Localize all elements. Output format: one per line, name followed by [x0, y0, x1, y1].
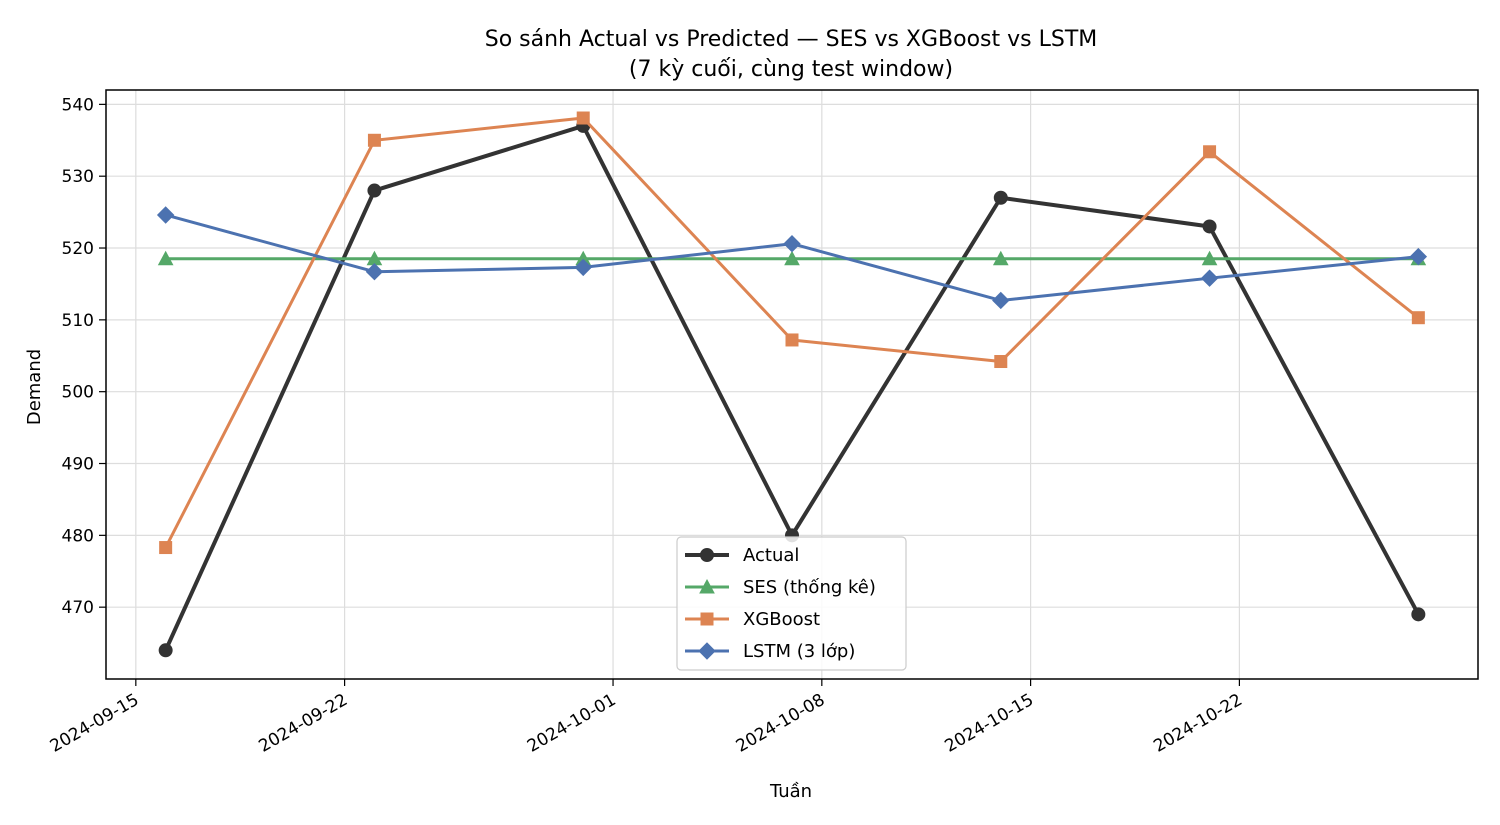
plot-frame: [105, 89, 1479, 680]
data-point: [574, 258, 592, 277]
y-tick-label: 530: [62, 167, 94, 187]
data-point: [992, 291, 1010, 310]
data-point: [367, 133, 381, 147]
x-tick-label: 2024-10-01: [524, 690, 620, 757]
y-tick-label: 540: [62, 95, 94, 115]
data-point: [1203, 145, 1217, 159]
legend-marker: [699, 578, 715, 594]
x-tick-label: 2024-10-08: [733, 690, 829, 757]
y-axis-label: Demand: [24, 349, 45, 425]
legend-marker: [700, 612, 714, 626]
legend-marker: [698, 642, 716, 660]
data-point: [365, 263, 384, 281]
y-tick-label: 510: [62, 311, 94, 331]
data-point: [1201, 250, 1218, 266]
data-point: [1411, 607, 1426, 622]
y-tick-label: 480: [62, 526, 94, 546]
chart-subtitle: (7 kỳ cuối, cùng test window): [629, 57, 953, 82]
x-tick-label: 2024-09-22: [256, 690, 352, 757]
data-point: [576, 111, 590, 125]
x-tick-label: 2024-09-15: [47, 690, 143, 757]
legend-label: LSTM (3 lớp): [743, 641, 855, 662]
data-point: [1200, 269, 1219, 287]
legend-box: [676, 536, 907, 671]
series-line: [164, 116, 1420, 549]
y-tick-label: 520: [62, 239, 94, 259]
legend-label: Actual: [743, 545, 799, 566]
data-point: [1411, 311, 1425, 325]
data-point: [367, 183, 382, 198]
data-point: [785, 333, 799, 347]
data-point: [783, 235, 801, 253]
data-point: [993, 190, 1008, 205]
x-axis-label: Tuần: [769, 781, 812, 802]
data-point: [157, 250, 174, 266]
legend-marker: [700, 548, 714, 562]
x-tick-label: 2024-10-15: [942, 690, 1038, 757]
series-1: [157, 250, 1427, 266]
data-point: [156, 206, 175, 224]
data-point: [1202, 219, 1217, 234]
legend-label: XGBoost: [743, 609, 820, 630]
legend-label: SES (thống kê): [743, 577, 876, 598]
data-point: [994, 355, 1008, 369]
data-point: [159, 541, 173, 555]
data-point: [1409, 247, 1428, 266]
y-tick-label: 470: [62, 598, 94, 618]
y-tick-label: 500: [62, 383, 94, 403]
legend: Actual SES (thống kê) XGBoost LSTM (3 lớp): [676, 536, 907, 671]
series-layer: [156, 111, 1428, 658]
data-point: [784, 250, 800, 266]
x-tick-label: 2024-10-22: [1150, 690, 1246, 757]
chart-title: So sánh Actual vs Predicted — SES vs XGB…: [485, 27, 1098, 52]
data-point: [992, 250, 1009, 266]
data-point: [158, 643, 173, 658]
series-2: [159, 111, 1425, 555]
series-3: [156, 206, 1428, 310]
y-tick-label: 490: [62, 455, 94, 475]
